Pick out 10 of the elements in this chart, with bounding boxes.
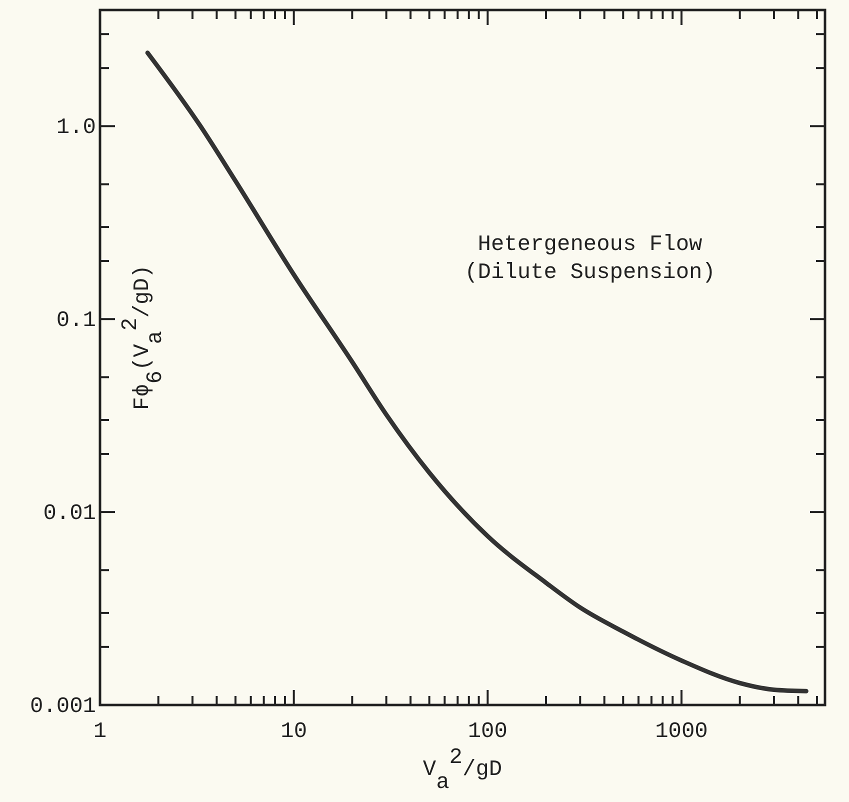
annotation: Hetergeneous Flow [478,232,702,257]
x-tick-label: 1 [93,719,107,744]
x-tick-label: 1000 [655,719,708,744]
y-tick-label: 1.0 [56,115,96,140]
y-tick-label: 0.001 [30,694,96,719]
y-tick-label: 0.01 [43,501,96,526]
x-tick-label: 10 [280,719,308,744]
annotation: (Dilute Suspension) [464,260,716,285]
y-tick-label: 0.1 [56,308,96,334]
x-tick-label: 100 [468,719,508,744]
